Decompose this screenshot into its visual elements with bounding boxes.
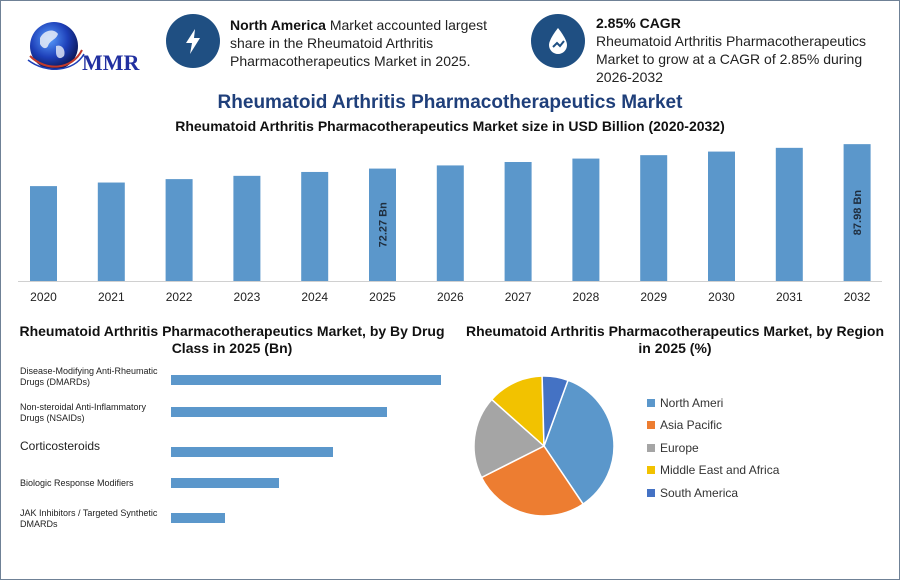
legend-swatch (647, 444, 655, 452)
bar-2032 (843, 144, 871, 281)
legend-swatch (647, 489, 655, 497)
growth-drop-icon (531, 14, 585, 68)
pie-slice-europe (473, 398, 546, 479)
bar-2028 (572, 158, 600, 281)
drug-class-bar (171, 407, 387, 417)
bar-2027 (504, 162, 532, 281)
bar-2029 (640, 155, 668, 281)
drug-class-bar (171, 513, 225, 523)
drug-class-label: Corticosteroids (20, 439, 101, 453)
pie-slice-south-america (541, 375, 569, 447)
drug-class-bar (171, 478, 279, 488)
globe-icon (27, 22, 85, 70)
legend-label: Europe (660, 441, 699, 455)
bar-2023 (233, 175, 261, 281)
info-north-america: North America Market accounted largest s… (230, 16, 515, 70)
bar-2025 (369, 168, 396, 281)
bar-2024 (301, 171, 329, 281)
x-tick-label: 2020 (30, 290, 57, 304)
drug-class-label: JAK Inhibitors / Targeted Synthetic DMAR… (20, 508, 158, 529)
bar-2026 (436, 165, 464, 281)
info-left-bold: North America (230, 17, 326, 33)
bar-2031 (775, 147, 803, 281)
x-tick-label: 2030 (708, 290, 735, 304)
x-tick-label: 2028 (573, 290, 600, 304)
drug-class-chart-title: Rheumatoid Arthritis Pharmacotherapeutic… (19, 323, 445, 356)
x-tick-label: 2029 (640, 290, 667, 304)
legend-label: Asia Pacific (660, 418, 723, 432)
x-tick-label: 2027 (505, 290, 532, 304)
region-pie-chart (473, 375, 615, 517)
info-cagr: 2.85% CAGR Rheumatoid Arthritis Pharmaco… (596, 14, 881, 86)
drug-class-bar (171, 375, 441, 385)
market-size-bar-chart: 2020 2021 2022 2023 2024 2025 2026 2027 2028 2029… (18, 144, 882, 304)
data-label: 72.27 Bn (378, 202, 390, 248)
x-tick-label: 2025 (369, 290, 396, 304)
pie-slice-north-ameri (543, 379, 615, 506)
bar-chart-title: Rheumatoid Arthritis Pharmacotherapeutic… (175, 118, 725, 134)
lightning-icon (166, 14, 220, 68)
drug-class-label: Non-steroidal Anti-Inflammatory Drugs (N… (20, 402, 147, 423)
info-left-text: Market accounted largest share in the Rh… (230, 17, 488, 69)
drug-class-label: Disease-Modifying Anti-Rheumatic Drugs (… (20, 366, 158, 387)
legend-label: South America (660, 486, 739, 500)
legend-label: North Ameri (660, 396, 724, 410)
mmr-logo: MMR (16, 14, 141, 84)
bar-2030 (708, 151, 735, 281)
bar-2020 (30, 186, 57, 281)
x-tick-label: 2024 (301, 290, 328, 304)
data-label: 87.98 Bn (852, 190, 864, 236)
bar-2021 (97, 182, 125, 281)
legend-swatch (647, 466, 655, 474)
region-chart-title: Rheumatoid Arthritis Pharmacotherapeutic… (465, 323, 884, 356)
bar-2022 (165, 179, 193, 281)
x-tick-label: 2021 (98, 290, 125, 304)
legend-swatch (647, 421, 655, 429)
x-tick-label: 2026 (437, 290, 464, 304)
legend-swatch (647, 399, 655, 407)
legend-label: Middle East and Africa (660, 463, 780, 477)
info-right-text: Rheumatoid Arthritis Pharmacotherapeutic… (596, 33, 867, 85)
x-tick-label: 2032 (844, 290, 871, 304)
x-tick-label: 2023 (234, 290, 261, 304)
x-tick-label: 2022 (166, 290, 193, 304)
pie-slice-asia-pacific (480, 445, 585, 517)
drug-class-label: Biologic Response Modifiers (20, 478, 134, 488)
page-title: Rheumatoid Arthritis Pharmacotherapeutic… (217, 92, 683, 113)
x-tick-label: 2031 (776, 290, 803, 304)
info-right-bold: 2.85% CAGR (596, 15, 681, 31)
pie-slice-middle-east-and-africa (490, 375, 545, 448)
logo-text: MMR (82, 50, 140, 75)
drug-class-bar (171, 447, 333, 457)
